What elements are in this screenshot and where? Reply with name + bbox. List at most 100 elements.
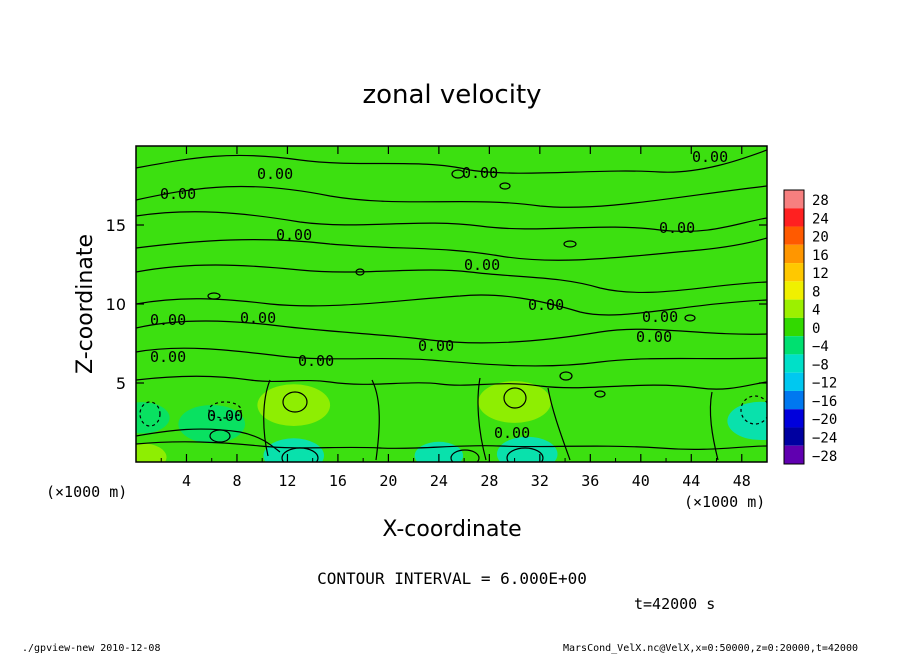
contour-label: 0.00 [207,407,243,425]
contour-line [136,428,281,453]
x-tick-label: 16 [329,472,347,490]
colorbar-swatch [784,263,804,282]
contour-line [136,294,767,316]
colorbar-label: −8 [812,357,829,373]
contour-line [136,211,767,233]
contour-line [136,441,767,450]
x-tick-label: 48 [733,472,751,490]
contour-ring [503,387,527,409]
colorbar [783,189,805,465]
x-axis-unit-left: (×1000 m) [46,483,127,501]
contour-line [477,377,487,461]
colorbar-label: 16 [812,248,829,264]
colorbar-label: −28 [812,449,837,465]
contour-label: 0.00 [418,337,454,355]
colorbar-label: 4 [812,303,820,319]
z-tick-label: 5 [116,374,126,393]
contour-label: 0.00 [692,148,728,166]
contour-label: 0.00 [494,424,530,442]
field-anomaly [136,443,167,462]
z-axis-ticks: 5 10 15 [106,216,767,393]
contour-line [709,391,719,461]
colorbar-swatch [784,281,804,300]
x-tick-label: 24 [430,472,448,490]
contour-label: 0.00 [462,164,498,182]
colorbar-label: 12 [812,266,829,282]
x-tick-label: 4 [182,472,191,490]
colorbar-swatch [784,208,804,227]
contour-lines [136,149,767,462]
contour-label: 0.00 [659,219,695,237]
colorbar-swatch [784,427,804,446]
x-tick-label: 40 [632,472,650,490]
field-anomaly [263,438,325,462]
contour-line [136,149,767,174]
contour-ring [506,447,544,462]
contour-ring [355,268,365,276]
colorbar-swatch [784,226,804,245]
footer-left: ./gpview-new 2010-12-08 [22,643,160,654]
field-features [136,381,767,462]
contour-label: 0.00 [636,328,672,346]
contour-ring [209,429,231,443]
z-tick-label: 15 [106,216,126,235]
colorbar-label: −20 [812,412,837,428]
colorbar-frame [783,189,805,465]
contour-label: 0.00 [528,296,564,314]
contour-label: 0.00 [160,185,196,203]
contour-labels: 0.00 0.00 0.00 0.00 0.00 0.00 0.00 0.00 … [150,148,728,442]
contour-ring [559,371,573,381]
contour-line [136,347,767,367]
x-axis-unit-right: (×1000 m) [684,493,765,511]
colorbar-swatch [784,390,804,410]
z-axis-label: Z-coordinate [73,234,98,374]
z-tick-label: 10 [106,295,126,314]
colorbar-swatch [784,409,804,428]
colorbar-label: 0 [812,321,820,337]
colorbar-swatch [784,244,804,264]
contour-label: 0.00 [464,256,500,274]
chart-title: zonal velocity [362,80,541,110]
contour-line [136,264,767,294]
footer-right: MarsCond_VelX.nc@VelX,x=0:50000,z=0:2000… [563,643,858,654]
colorbar-swatch [784,372,804,391]
x-tick-label: 20 [379,472,397,490]
field-anomaly [257,384,331,426]
contour-label: 0.00 [150,311,186,329]
x-tick-label: 36 [581,472,599,490]
colorbar-swatch [784,317,804,337]
field-anomaly [136,402,170,434]
contour-ring [563,240,577,248]
colorbar-swatch [784,354,804,373]
plot-area: 0.00 0.00 0.00 0.00 0.00 0.00 0.00 0.00 … [136,146,767,462]
contour-line [136,185,767,208]
colorbar-label: −16 [812,394,837,410]
x-axis-ticks: 4 8 12 16 20 24 28 32 36 40 44 48 [160,146,751,490]
contour-ring [594,390,606,398]
x-tick-label: 12 [278,472,296,490]
colorbar-label: 8 [812,284,820,300]
colorbar-labels: 28 24 20 16 12 8 4 0 −4 −8 −12 −16 −20 −24 −28 [812,193,837,465]
x-axis-label: X-coordinate [382,517,521,542]
colorbar-label: 20 [812,230,829,246]
x-tick-label: 44 [682,472,700,490]
contour-ring [684,314,696,322]
contour-ring [139,401,161,427]
field-anomaly [178,404,246,444]
contour-line [136,237,767,261]
contour-label: 0.00 [240,309,276,327]
x-tick-label: 8 [232,472,241,490]
time-text: t=42000 s [634,595,715,613]
colorbar-swatch [784,190,804,209]
x-tick-label: 32 [531,472,549,490]
contour-line [263,379,271,457]
contour-ring [282,391,308,413]
contour-line [547,387,571,461]
contour-label: 0.00 [150,348,186,366]
contour-ring [740,395,767,425]
contour-ring [207,292,221,300]
colorbar-label: −12 [812,376,837,392]
colorbar-label: −4 [812,339,829,355]
contour-interval-text: CONTOUR INTERVAL = 6.000E+00 [317,569,587,588]
